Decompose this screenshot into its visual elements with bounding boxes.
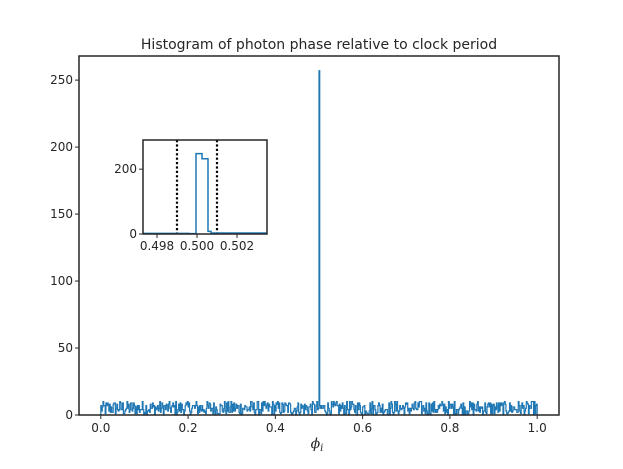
inset-axes-frame <box>142 139 268 235</box>
main-plot-area <box>100 70 538 416</box>
x-tick-label: 0.4 <box>266 421 285 435</box>
x-axis-label-subscript: i <box>320 443 323 454</box>
y-tick-label: 0 <box>65 408 73 422</box>
inset-x-ticks: 0.498 0.500 0.502 <box>140 234 254 253</box>
inset-y-ticks: 0 200 <box>114 162 143 241</box>
inset-x-tick-label: 0.498 <box>140 239 174 253</box>
inset-x-tick-label: 0.502 <box>220 239 254 253</box>
x-tick-label: 0.2 <box>179 421 198 435</box>
main-axes-frame <box>78 55 560 416</box>
inset-axes: 0.498 0.500 0.502 0 200 <box>114 139 268 253</box>
x-axis-label-main: ϕ <box>311 436 321 452</box>
y-tick-label: 250 <box>50 73 73 87</box>
inset-background <box>143 140 267 234</box>
x-axis-label: ϕi <box>311 436 324 454</box>
inset-x-tick-label: 0.500 <box>180 239 214 253</box>
x-tick-label: 0.6 <box>353 421 372 435</box>
x-tick-label: 1.0 <box>528 421 547 435</box>
x-tick-label: 0.0 <box>91 421 110 435</box>
inset-y-tick-label: 0 <box>129 227 137 241</box>
main-x-ticks: 0.0 0.2 0.4 0.6 0.8 1.0 <box>91 415 547 435</box>
x-tick-label: 0.8 <box>440 421 459 435</box>
histogram-series-line <box>100 70 538 416</box>
main-axes: Histogram of photon phase relative to cl… <box>50 37 560 454</box>
y-tick-label: 200 <box>50 140 73 154</box>
chart-title: Histogram of photon phase relative to cl… <box>141 37 497 53</box>
inset-y-tick-label: 200 <box>114 162 137 176</box>
main-y-ticks: 0 50 100 150 200 250 <box>50 73 79 422</box>
y-tick-label: 100 <box>50 274 73 288</box>
y-tick-label: 50 <box>58 341 73 355</box>
y-tick-label: 150 <box>50 207 73 221</box>
